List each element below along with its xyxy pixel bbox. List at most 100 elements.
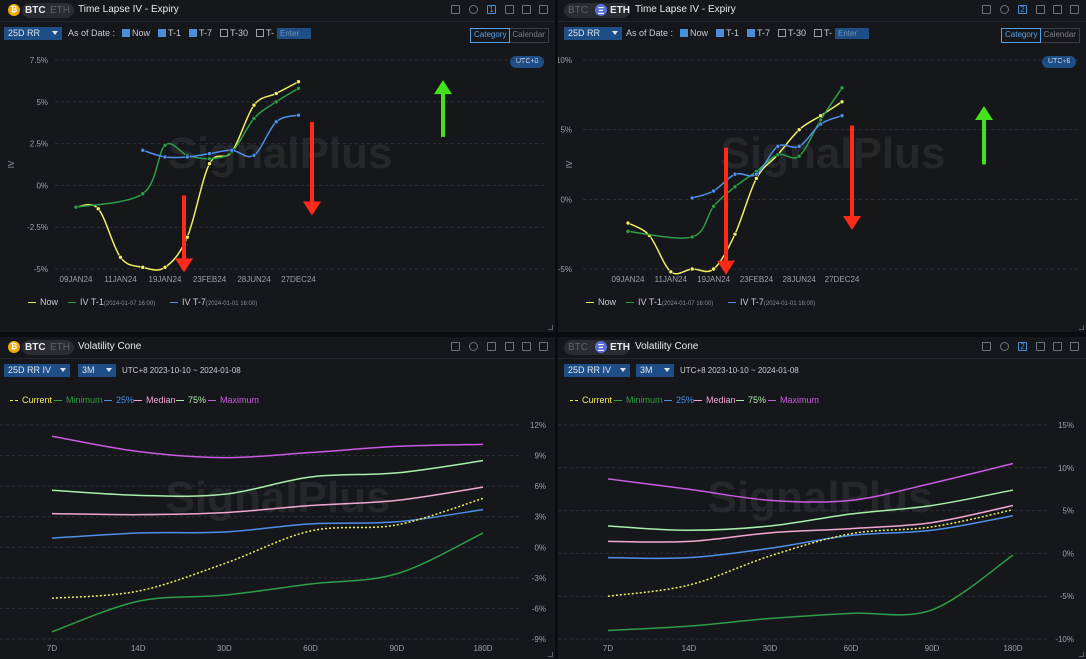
coin-switch[interactable]: BTC Ξ ETH (564, 3, 630, 18)
checkbox-now[interactable] (680, 29, 688, 37)
checkbox-t30[interactable] (778, 29, 786, 37)
expand-icon[interactable] (522, 5, 531, 14)
legend-item[interactable]: 75% (176, 395, 206, 405)
checkbox-t7[interactable] (189, 29, 197, 37)
mode-calendar[interactable]: Calendar (1043, 30, 1076, 39)
checkbox-custom[interactable] (256, 29, 264, 37)
coin-tab-active[interactable]: ETH (610, 342, 630, 353)
more-icon[interactable] (539, 5, 548, 14)
green-up-arrow-head (434, 80, 452, 95)
share-icon[interactable] (982, 342, 991, 351)
folder-icon[interactable] (487, 342, 496, 351)
data-point (296, 86, 301, 91)
page-number-badge[interactable]: 1 (487, 5, 496, 14)
coin-tab-inactive[interactable]: BTC (568, 5, 588, 16)
refresh-icon[interactable] (469, 5, 478, 14)
date-range[interactable]: UTC+8 2023-10-10 ~ 2024-01-08 (122, 366, 241, 375)
legend-item[interactable]: IV T-1(2024-01-07 16:00) (68, 297, 155, 307)
expand-icon[interactable] (522, 342, 531, 351)
y-tick-label: 5% (1062, 507, 1074, 516)
expand-icon[interactable] (1053, 5, 1062, 14)
legend-item[interactable]: Current (570, 395, 612, 405)
checkbox-t1[interactable] (158, 29, 166, 37)
legend-item[interactable]: Median (134, 395, 176, 405)
legend-item[interactable]: Minimum (614, 395, 663, 405)
axis-mode-toggle[interactable]: Category Calendar (1001, 28, 1080, 43)
legend-item[interactable]: IV T-7(2024-01-01 16:00) (170, 297, 257, 307)
refresh-icon[interactable] (469, 342, 478, 351)
btc-volatility-cone-chart: SignalPlus 12% 9% 6% 3% 0% -3% -6% -9% 7D 14D 30D 60… (0, 421, 546, 653)
data-point (796, 144, 802, 149)
legend-item[interactable]: 25% (104, 395, 134, 405)
legend-item[interactable]: IV T-7(2024-01-01 16:00) (728, 297, 815, 307)
option-t7-label: T-7 (199, 28, 213, 38)
legend-item[interactable]: 25% (664, 395, 694, 405)
custom-days-input[interactable]: Enter (277, 28, 311, 39)
legend-item[interactable]: Now (28, 297, 58, 307)
legend-item[interactable]: Maximum (768, 395, 819, 405)
legend-item[interactable]: Current (10, 395, 52, 405)
checkbox-t7[interactable] (747, 29, 755, 37)
resize-handle[interactable] (1079, 652, 1084, 657)
share-icon[interactable] (451, 5, 460, 14)
option-custom-label: T- (824, 28, 832, 38)
copy-icon[interactable] (505, 342, 514, 351)
legend-item[interactable]: Median (694, 395, 736, 405)
period-select[interactable]: 3M (78, 364, 116, 377)
legend-item[interactable]: Minimum (54, 395, 103, 405)
refresh-icon[interactable] (1000, 5, 1009, 14)
checkbox-now[interactable] (122, 29, 130, 37)
coin-tab-active[interactable]: BTC (25, 5, 46, 16)
legend-swatch (176, 400, 184, 402)
coin-tab-inactive[interactable]: ETH (50, 5, 70, 16)
legend-item[interactable]: 75% (736, 395, 766, 405)
custom-days-input[interactable]: Enter (835, 28, 869, 39)
share-icon[interactable] (451, 342, 460, 351)
more-icon[interactable] (539, 342, 548, 351)
copy-icon[interactable] (1036, 342, 1045, 351)
option-t30-label: T-30 (230, 28, 249, 38)
period-select[interactable]: 3M (636, 364, 674, 377)
resize-handle[interactable] (548, 652, 553, 657)
coin-switch[interactable]: BTC Ξ ETH (564, 340, 630, 355)
checkbox-custom[interactable] (814, 29, 822, 37)
coin-tab-active[interactable]: ETH (610, 5, 630, 16)
coin-switch[interactable]: BTC ETH (22, 340, 74, 355)
metric-select[interactable]: 25D RR (4, 27, 62, 40)
more-icon[interactable] (1070, 342, 1079, 351)
coin-tab-inactive[interactable]: BTC (568, 342, 588, 353)
legend-label: IV T-1 (638, 297, 662, 307)
mode-category[interactable]: Category (470, 28, 511, 43)
page-number-badge[interactable]: 2 (1018, 5, 1027, 14)
metric-select[interactable]: 25D RR (564, 27, 622, 40)
refresh-icon[interactable] (1000, 342, 1009, 351)
axis-mode-toggle[interactable]: Category Calendar (470, 28, 549, 43)
legend-label: Minimum (626, 395, 663, 405)
legend-timestamp: (2024-01-07 16:00) (661, 301, 714, 307)
legend-timestamp: (2024-01-07 16:00) (103, 301, 156, 307)
mode-category[interactable]: Category (1001, 28, 1042, 43)
checkbox-t30[interactable] (220, 29, 228, 37)
resize-handle[interactable] (1079, 325, 1084, 330)
page-number-badge[interactable]: 2 (1018, 342, 1027, 351)
legend-item[interactable]: IV T-1(2024-01-07 16:00) (626, 297, 713, 307)
coin-tab-inactive[interactable]: ETH (50, 342, 70, 353)
data-point (251, 153, 257, 158)
coin-tab-active[interactable]: BTC (25, 342, 46, 353)
expand-icon[interactable] (1053, 342, 1062, 351)
data-point (296, 79, 301, 85)
copy-icon[interactable] (505, 5, 514, 14)
copy-icon[interactable] (1036, 5, 1045, 14)
legend-item[interactable]: Now (586, 297, 616, 307)
share-icon[interactable] (982, 5, 991, 14)
more-icon[interactable] (1070, 5, 1079, 14)
metric-select[interactable]: 25D RR IV (4, 364, 70, 377)
mode-calendar[interactable]: Calendar (512, 30, 545, 39)
legend-label: Current (22, 395, 53, 405)
legend-item[interactable]: Maximum (208, 395, 259, 405)
metric-select[interactable]: 25D RR IV (564, 364, 630, 377)
resize-handle[interactable] (548, 325, 553, 330)
coin-switch[interactable]: BTC ETH (22, 3, 74, 18)
checkbox-t1[interactable] (716, 29, 724, 37)
date-range[interactable]: UTC+8 2023-10-10 ~ 2024-01-08 (680, 366, 799, 375)
